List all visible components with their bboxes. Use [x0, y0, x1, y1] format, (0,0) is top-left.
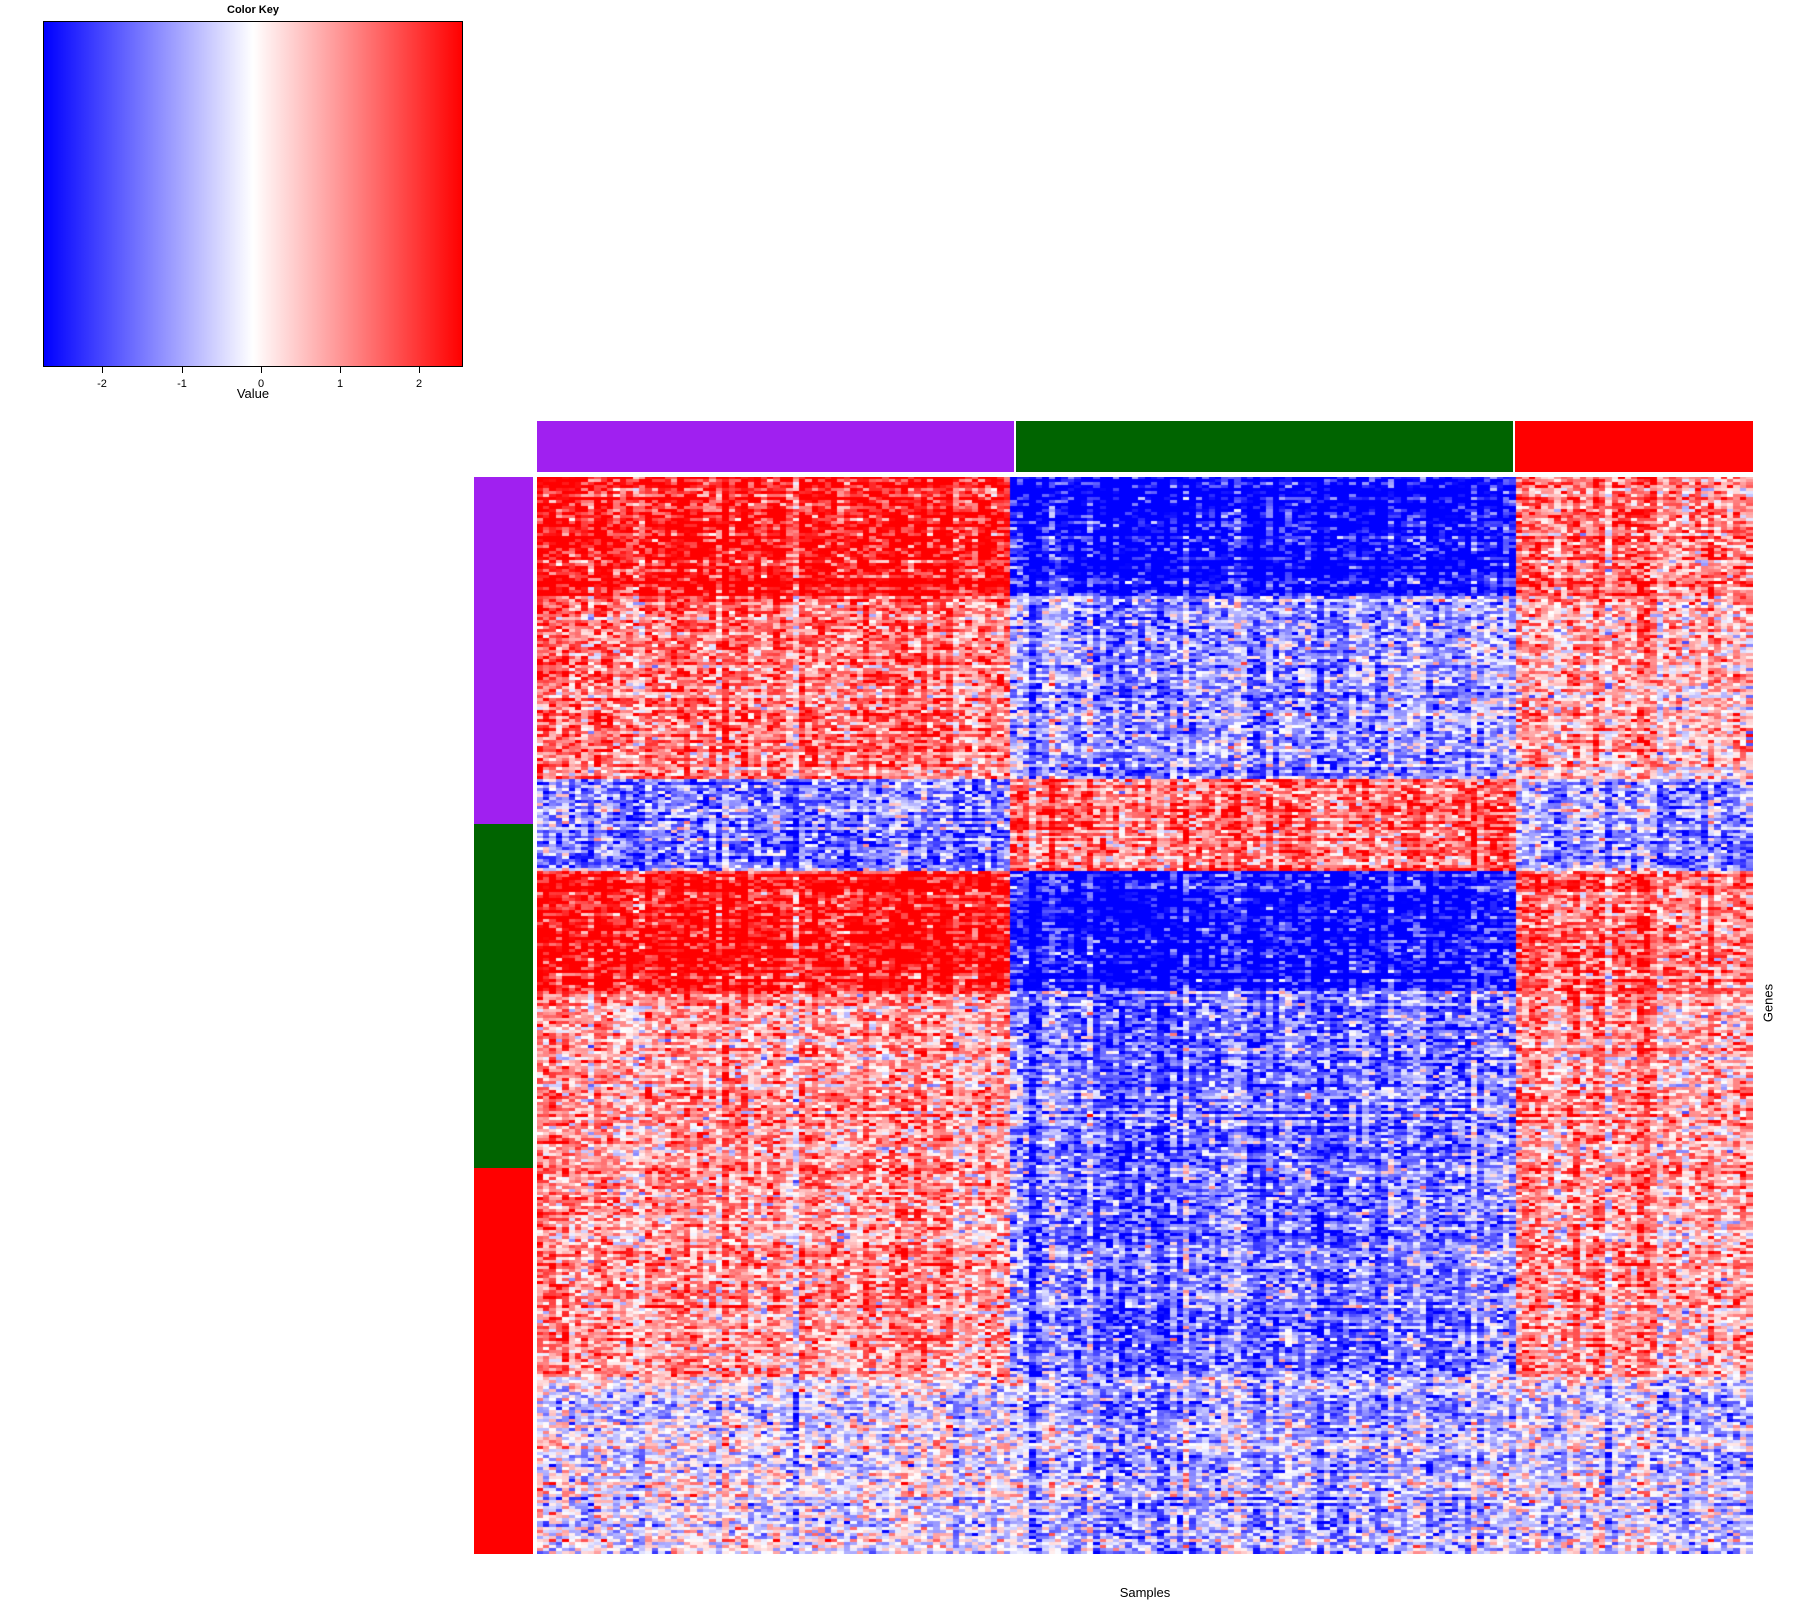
- color-key-tick: [340, 367, 341, 373]
- color-key-tick: [182, 367, 183, 373]
- column-group-bar: [537, 421, 1753, 472]
- column-group-segment: [537, 421, 1014, 472]
- color-key-title: Color Key: [227, 4, 279, 16]
- heatmap-grid: [537, 477, 1753, 1554]
- color-key-tick-label: 0: [257, 378, 265, 390]
- row-group-segment: [474, 823, 533, 1169]
- x-axis-label: Samples: [1119, 1585, 1171, 1600]
- column-group-segment: [1013, 421, 1514, 472]
- color-key-label: Value: [236, 386, 270, 401]
- color-key-tick-label: 1: [336, 378, 344, 390]
- color-key-tick-label: -2: [97, 378, 107, 390]
- color-key-gradient: [43, 21, 463, 367]
- color-key-tick: [419, 367, 420, 373]
- color-key-tick: [102, 367, 103, 373]
- column-group-segment: [1513, 421, 1753, 472]
- color-key-tick-label: -1: [177, 378, 187, 390]
- row-group-segment: [474, 1168, 533, 1554]
- color-key-tick: [261, 367, 262, 373]
- row-group-segment: [474, 477, 533, 824]
- y-axis-label: Genes: [1760, 983, 1776, 1023]
- color-key-tick-label: 2: [415, 378, 423, 390]
- row-group-bar: [474, 477, 533, 1554]
